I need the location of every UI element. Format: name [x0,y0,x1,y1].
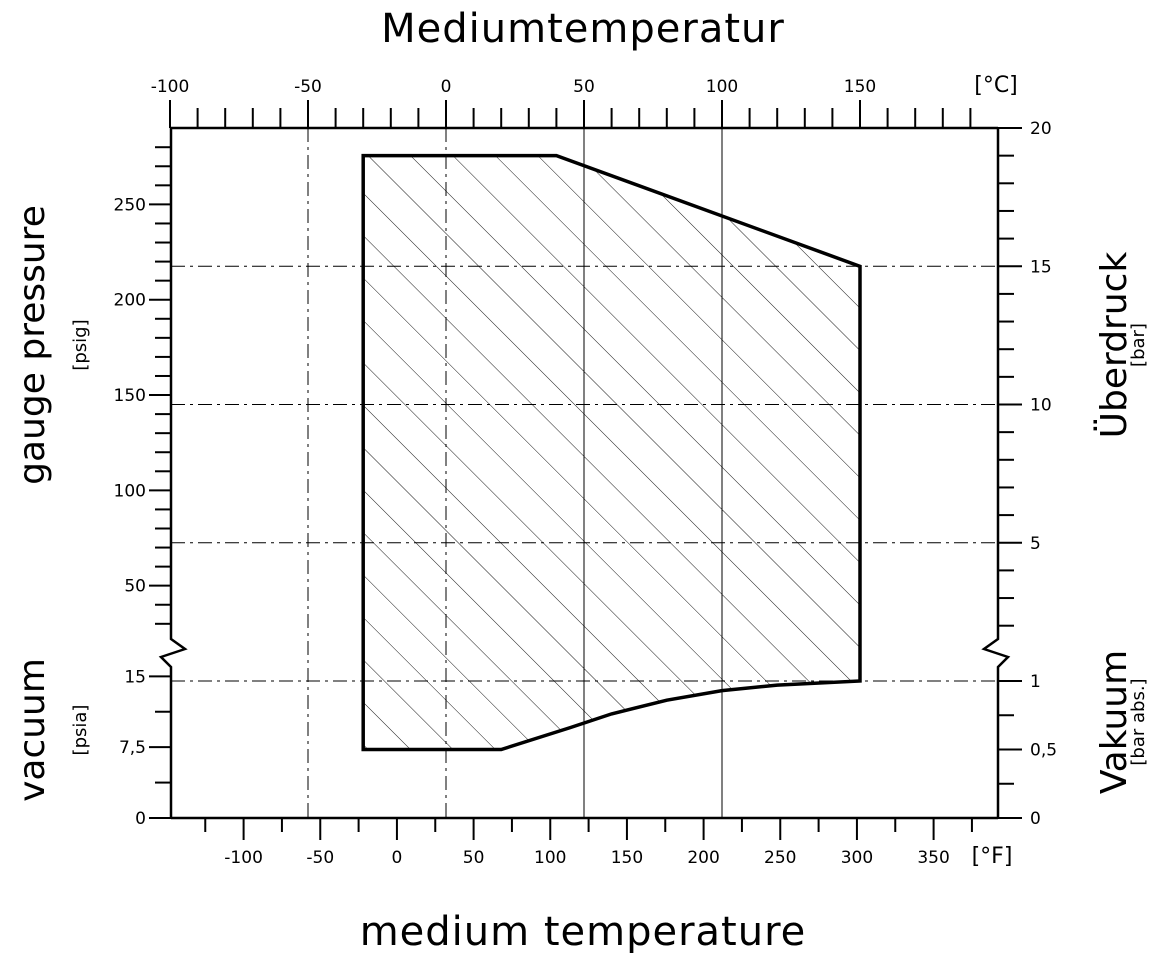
y-right-pressure-label: Überdruck [1093,252,1135,439]
x-bottom-unit: [°F] [972,844,1013,869]
x-top-tick-label: 50 [573,77,595,97]
x-top-tick-label: 100 [706,77,738,97]
x-top-tick-label: 0 [441,77,452,97]
frame-right [981,128,1011,818]
y-left-tick-label: 50 [124,577,146,597]
y-right-vacuum-tick-label: 0,5 [1030,741,1057,761]
x-bottom-tick-label: 100 [534,848,566,868]
y-right-tick-label: 5 [1030,534,1041,554]
x-top-tick-label: -50 [294,77,322,97]
y-left-tick-label: 200 [114,291,146,311]
x-top-unit: [°C] [974,73,1018,98]
y-left-tick-label: 250 [114,195,146,215]
y-left-vacuum-unit: [psia] [70,705,91,756]
operating-range [361,153,862,752]
x-bottom-tick-label: -50 [306,848,334,868]
y-right-tick-label: 10 [1030,396,1052,416]
x-top-tick-label: -100 [151,77,190,97]
x-top-tick-label: 150 [844,77,876,97]
x-axis-label: medium temperature [360,909,807,953]
y-left-pressure-label: gauge pressure [12,205,53,485]
x-bottom-tick-label: 0 [392,848,403,868]
y-left-tick-label: 100 [114,481,146,501]
chart-title: Mediumtemperatur [381,6,785,52]
x-bottom-tick-label: 300 [841,848,873,868]
x-bottom-tick-label: 200 [687,848,719,868]
x-bottom-tick-label: 250 [764,848,796,868]
y-right-pressure-unit: [bar] [1128,323,1149,367]
y-right-vacuum-tick-label: 0 [1030,809,1041,829]
axis-ticks [149,100,1022,840]
y-left-vacuum-tick-label: 0 [135,809,146,829]
y-right-vacuum-unit: [bar abs.] [1128,678,1149,765]
y-left-pressure-unit: [psig] [70,319,91,370]
y-right-vacuum-tick-label: 1 [1030,672,1041,692]
operating-range-outline [361,153,862,752]
y-right-tick-label: 20 [1030,119,1052,139]
x-bottom-tick-label: -100 [224,848,263,868]
y-right-tick-label: 15 [1030,257,1052,277]
x-bottom-tick-label: 350 [917,848,949,868]
y-right-vacuum-label: Vakuum [1094,650,1135,794]
tick-labels: -100 -50 0 50 100 150-100 -50 0 50 100 150 200 250 30… [114,77,1058,868]
y-left-vacuum-label: vacuum [12,658,53,802]
frame-left [158,128,188,818]
y-left-tick-label: 150 [114,386,146,406]
x-bottom-tick-label: 50 [463,848,485,868]
y-left-vacuum-tick-label: 15 [124,667,146,687]
x-bottom-tick-label: 150 [611,848,643,868]
y-left-vacuum-tick-label: 7,5 [119,738,146,758]
operating-range-hatch [363,155,860,750]
